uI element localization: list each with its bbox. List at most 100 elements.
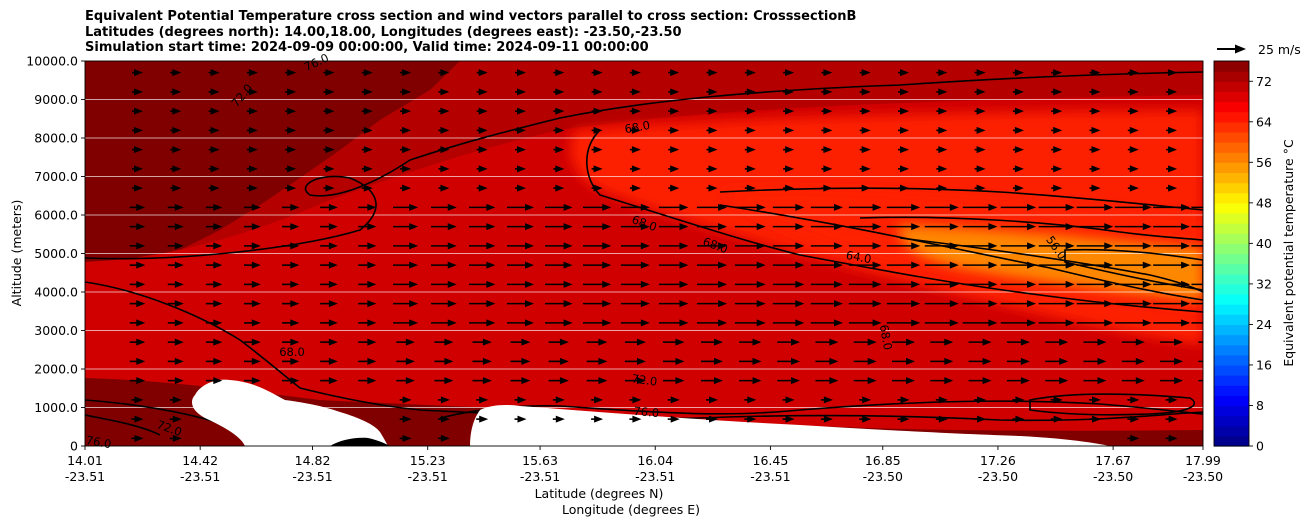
wind-vector-head (640, 242, 650, 250)
wind-vector (469, 242, 496, 250)
wind-vector-head (708, 107, 718, 115)
wind-vector (591, 88, 603, 96)
wind-vector (1153, 203, 1191, 211)
wind-vector-head (593, 107, 603, 115)
wind-vector (848, 203, 882, 211)
wind-vector-head (213, 319, 223, 327)
wind-vector-head (756, 203, 766, 211)
wind-vector-head (525, 319, 534, 327)
wind-vector-head (328, 377, 338, 385)
wind-vector-head (134, 107, 143, 115)
wind-vector (361, 184, 373, 192)
wind-vector (400, 126, 412, 134)
wind-vector (437, 415, 450, 423)
wind-vector-head (367, 319, 377, 327)
wind-vector-head (938, 146, 948, 154)
wind-vector (320, 357, 338, 365)
wind-vector (167, 203, 184, 211)
wind-vector-head (631, 184, 641, 192)
wind-vector-head (447, 261, 457, 269)
wind-vector (1160, 357, 1184, 365)
wind-vector (507, 300, 534, 308)
wind-vector (591, 165, 603, 173)
wind-vector (859, 184, 871, 192)
wind-vector-head (867, 357, 877, 365)
wind-vector-head (1091, 107, 1101, 115)
wind-vector (777, 357, 801, 365)
colorbar-segment (1214, 81, 1249, 92)
wind-vector-head (136, 203, 146, 211)
wind-vector-head (598, 338, 608, 346)
wind-vector-head (1015, 396, 1025, 404)
wind-vector-head (746, 107, 756, 115)
wind-vector (431, 203, 457, 211)
x-tick-label-lon: -23.50 (1183, 469, 1223, 484)
wind-vector-head (900, 396, 910, 404)
wind-vector-head (861, 107, 871, 115)
wind-vector-head (1168, 146, 1178, 154)
wind-vector (246, 107, 258, 115)
wind-vector (243, 377, 261, 385)
wind-vector-head (752, 338, 762, 346)
wind-vector-head (1053, 415, 1063, 423)
colorbar-tick-label: 56 (1256, 155, 1272, 170)
wind-vector-head (367, 300, 377, 308)
wind-vector-head (670, 107, 680, 115)
wind-vector (1089, 88, 1101, 96)
wind-vector (129, 203, 146, 211)
wind-vector-head (486, 280, 496, 288)
wind-vector (399, 434, 412, 442)
x-tick-label-lat: 14.82 (295, 453, 331, 468)
missing-region-left (192, 379, 388, 446)
wind-vector-head (1027, 242, 1037, 250)
wind-vector-head (555, 146, 565, 154)
wind-vector (629, 146, 641, 154)
wind-vector (810, 203, 843, 211)
wind-vector-head (328, 242, 338, 250)
wind-vector (246, 165, 258, 173)
wind-vector (396, 357, 415, 365)
wind-vector-head (440, 415, 450, 423)
wind-vector (399, 415, 412, 423)
wind-vector (358, 203, 377, 211)
wind-vector-head (1053, 107, 1063, 115)
wind-vector-head (829, 377, 839, 385)
wind-vector (772, 280, 805, 288)
colorbar-segment (1214, 385, 1249, 396)
wind-vector (1083, 338, 1107, 346)
wind-vector (962, 242, 998, 250)
wind-vector (129, 377, 146, 385)
contour-line (1029, 393, 1195, 416)
wind-vector (1038, 280, 1075, 288)
wind-vector (974, 146, 986, 154)
wind-vector-head (447, 242, 457, 250)
wind-vectors (129, 69, 1203, 442)
wind-vector (668, 165, 680, 173)
wind-vector-head (670, 126, 680, 134)
wind-vector-head (525, 300, 534, 308)
wind-vector-head (325, 184, 335, 192)
wind-vector (205, 338, 223, 346)
wind-vector-head (640, 300, 650, 308)
wind-vector-head (1014, 88, 1024, 96)
wind-vector (1076, 242, 1114, 250)
wind-vector-head (367, 261, 377, 269)
wind-vector (1051, 69, 1063, 77)
wind-vector (1166, 69, 1178, 77)
wind-vector-head (1053, 69, 1063, 77)
wind-vector-head (976, 126, 986, 134)
wind-vector-head (363, 146, 373, 154)
x-axis-label-line-1: Latitude (degrees N) (535, 486, 664, 501)
wind-vector (1051, 165, 1063, 173)
wind-vector-head (795, 223, 805, 231)
wind-vector-head (367, 203, 377, 211)
wind-vector (586, 338, 608, 346)
wind-vector (170, 88, 182, 96)
wind-vector-head (172, 415, 182, 423)
x-tick-label-lat: 17.67 (1095, 453, 1131, 468)
wind-vector (706, 126, 718, 134)
wind-vector-head (559, 377, 569, 385)
wind-vector-head (708, 146, 718, 154)
wind-vector (1038, 223, 1075, 231)
wind-vector (515, 107, 526, 115)
